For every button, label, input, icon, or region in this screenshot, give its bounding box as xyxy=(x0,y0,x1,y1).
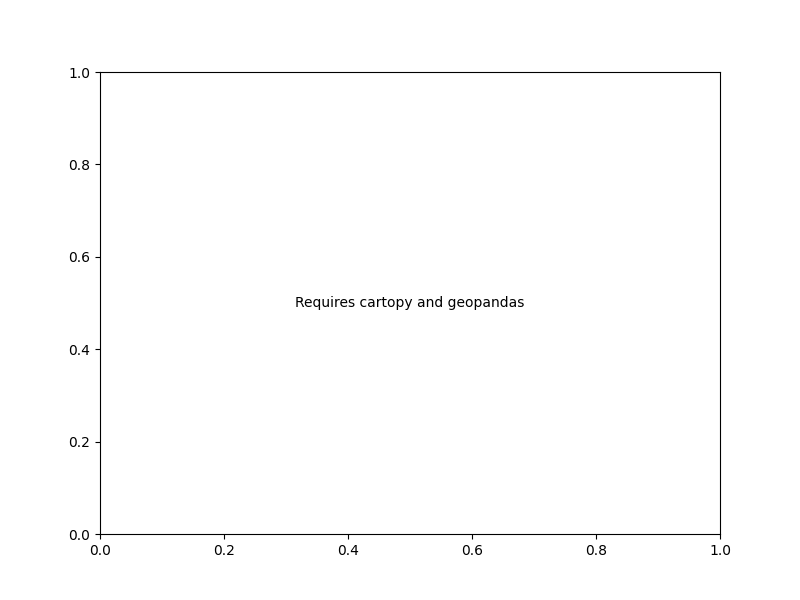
Text: Requires cartopy and geopandas: Requires cartopy and geopandas xyxy=(295,296,525,310)
